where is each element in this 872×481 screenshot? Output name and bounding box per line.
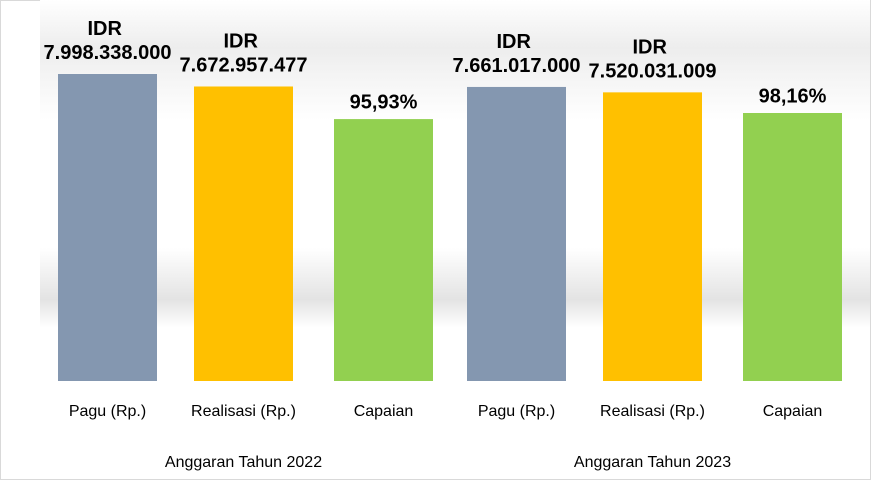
data-label: 98,16%	[759, 85, 827, 107]
bar	[334, 119, 433, 381]
data-label-part: IDR	[633, 37, 673, 59]
data-label-part: IDR	[224, 31, 264, 53]
data-label-part: 7.520.031.009	[589, 61, 717, 83]
data-label-part: IDR	[88, 18, 128, 40]
bar	[58, 74, 157, 381]
data-label: IDR 7.672.957.477	[180, 31, 308, 77]
data-label-part: 7.672.957.477	[180, 55, 308, 77]
background	[40, 0, 870, 400]
category-label: Anggaran Tahun 2022	[165, 454, 322, 471]
series-label: Pagu (Rp.)	[69, 403, 146, 420]
data-label-part: 7.998.338.000	[44, 42, 172, 64]
data-label-part: 7.661.017.000	[453, 55, 581, 77]
bar	[743, 113, 842, 381]
category-label: Anggaran Tahun 2023	[574, 454, 731, 471]
bar	[194, 86, 293, 381]
series-label: Realisasi (Rp.)	[600, 403, 705, 420]
series-label: Capaian	[763, 403, 823, 420]
series-label: Capaian	[354, 403, 414, 420]
bar	[603, 92, 702, 381]
series-label: Pagu (Rp.)	[478, 403, 555, 420]
data-label: IDR 7.520.031.009	[589, 37, 717, 83]
data-label-part: IDR	[497, 31, 537, 53]
series-label: Realisasi (Rp.)	[191, 403, 296, 420]
data-label: 95,93%	[350, 91, 418, 113]
data-label: IDR 7.661.017.000	[453, 31, 581, 77]
data-label: IDR 7.998.338.000	[44, 18, 172, 64]
bar	[467, 86, 566, 381]
